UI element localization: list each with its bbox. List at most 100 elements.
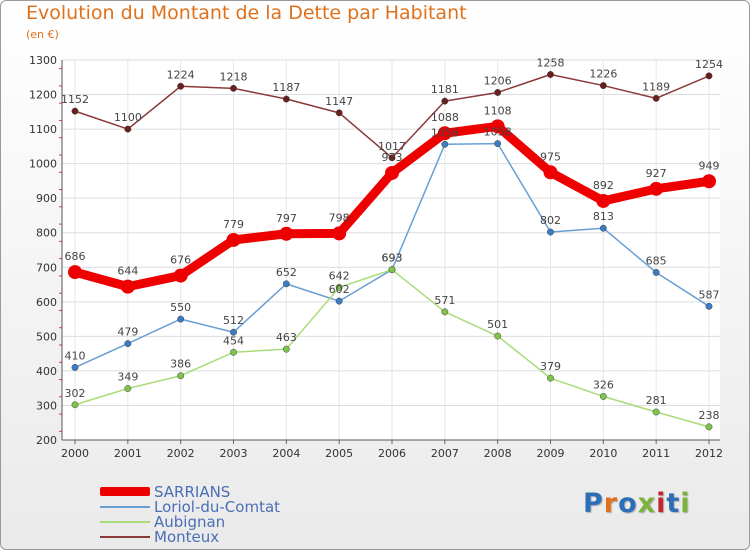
data-label: 686 <box>65 250 86 263</box>
data-label: 238 <box>699 409 720 422</box>
data-label: 1218 <box>220 70 248 83</box>
data-point <box>547 228 554 236</box>
data-point <box>596 193 611 208</box>
data-label: 975 <box>540 150 561 163</box>
data-point <box>494 89 502 96</box>
data-label: 501 <box>487 318 508 331</box>
data-point <box>226 232 241 247</box>
data-point <box>177 315 185 323</box>
data-label: 1147 <box>325 95 353 108</box>
y-tick-label: 800 <box>36 227 57 240</box>
data-point <box>441 97 449 105</box>
data-label: 642 <box>329 269 350 282</box>
data-label: 550 <box>170 301 191 314</box>
data-label: 693 <box>382 252 403 265</box>
data-label: 281 <box>646 394 667 407</box>
data-point <box>177 82 185 90</box>
data-label: 326 <box>593 378 614 391</box>
y-tick-label: 1300 <box>29 54 57 67</box>
data-label: 1088 <box>431 111 459 124</box>
data-point <box>652 94 660 102</box>
data-label: 302 <box>65 387 86 400</box>
data-point <box>124 385 132 392</box>
y-tick-label: 1100 <box>29 123 57 136</box>
data-point <box>335 297 343 305</box>
data-point <box>230 328 237 336</box>
data-point <box>177 372 185 380</box>
data-point <box>437 126 452 141</box>
logo-letter: o <box>618 488 638 519</box>
y-tick-label: 1200 <box>29 89 57 102</box>
data-point <box>652 408 660 416</box>
data-point <box>494 140 502 148</box>
y-tick-label: 400 <box>36 365 57 378</box>
y-tick-label: 500 <box>36 330 57 343</box>
data-point <box>282 280 290 288</box>
data-label: 798 <box>329 211 350 224</box>
data-label: 813 <box>593 210 614 223</box>
proxiti-logo: Proxiti <box>583 488 691 519</box>
data-point <box>649 181 664 196</box>
data-point <box>282 95 290 103</box>
data-label: 1108 <box>484 104 512 117</box>
data-label: 1224 <box>167 68 195 81</box>
data-label: 949 <box>699 159 720 172</box>
data-label: 479 <box>117 326 138 339</box>
data-point <box>388 154 396 162</box>
x-tick-label: 2002 <box>167 447 195 460</box>
data-label: 1181 <box>431 83 459 96</box>
data-point <box>441 140 449 148</box>
chart-subtitle: (en €) <box>26 28 59 41</box>
data-label: 693 <box>382 252 403 265</box>
data-point <box>230 348 237 356</box>
data-label: 892 <box>593 179 614 192</box>
x-tick-label: 2009 <box>537 447 565 460</box>
data-point <box>705 423 713 431</box>
data-label: 1254 <box>695 58 723 71</box>
logo-letter: x <box>637 488 657 519</box>
data-label: 1017 <box>378 140 406 153</box>
data-point <box>335 283 343 291</box>
data-point <box>599 393 607 400</box>
data-point <box>68 265 82 280</box>
y-tick-label: 200 <box>36 434 57 447</box>
data-label: 685 <box>646 254 667 267</box>
data-label: 1152 <box>61 93 89 106</box>
data-point <box>173 268 188 283</box>
data-label: 652 <box>276 266 297 279</box>
data-point <box>230 84 237 92</box>
x-tick-label: 2007 <box>431 447 459 460</box>
data-label: 973 <box>382 151 403 164</box>
legend-label-monteux: Monteux <box>154 528 220 546</box>
data-point <box>71 364 79 371</box>
data-label: 644 <box>117 265 138 278</box>
logo-letter: P <box>583 488 604 519</box>
data-label: 1258 <box>537 57 565 70</box>
data-point <box>124 340 132 348</box>
data-label: 463 <box>276 331 297 344</box>
data-point <box>282 345 290 353</box>
data-point <box>279 226 294 241</box>
y-tick-label: 600 <box>36 296 57 309</box>
data-point <box>494 332 502 340</box>
logo-letter: i <box>680 488 691 519</box>
data-label: 1189 <box>642 80 670 93</box>
logo-letter: t <box>666 488 681 519</box>
data-label: 512 <box>223 314 244 327</box>
data-point <box>599 224 607 232</box>
legend-swatch-aubignan <box>100 521 150 523</box>
data-label: 410 <box>65 349 86 362</box>
data-point <box>599 82 607 90</box>
data-label: 779 <box>223 218 244 231</box>
x-tick-label: 2005 <box>325 447 353 460</box>
x-tick-label: 2001 <box>114 447 142 460</box>
y-tick-label: 1000 <box>29 158 57 171</box>
data-label: 386 <box>170 358 191 371</box>
x-tick-label: 2006 <box>378 447 406 460</box>
x-tick-label: 2011 <box>642 447 670 460</box>
data-label: 1187 <box>272 81 300 94</box>
data-label: 1206 <box>484 74 512 87</box>
data-label: 571 <box>434 294 455 307</box>
data-point <box>547 374 554 382</box>
